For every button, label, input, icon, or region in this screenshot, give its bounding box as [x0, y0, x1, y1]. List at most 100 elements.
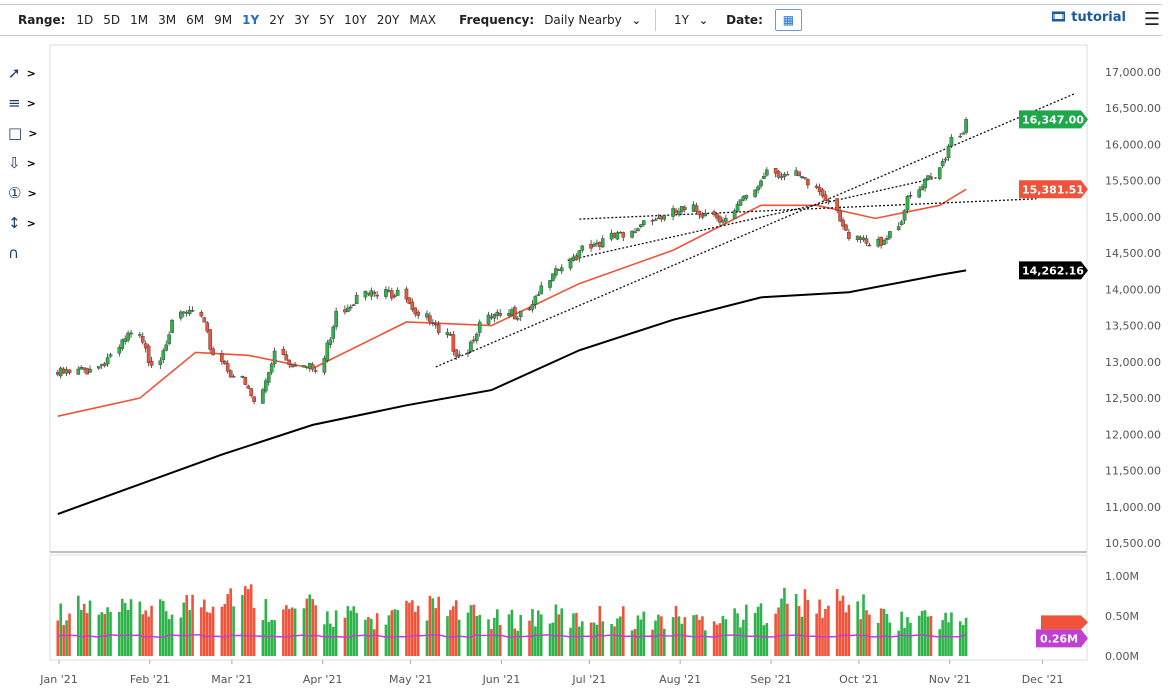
- candle: [691, 201, 696, 213]
- volume-bar: [680, 623, 684, 656]
- tutorial-link[interactable]: 🎞 tutorial: [1050, 10, 1126, 25]
- candle-body: [712, 211, 716, 216]
- volume-bar: [660, 616, 663, 656]
- numbered-marker-icon: ①: [8, 184, 22, 202]
- volume-bar: [65, 620, 68, 656]
- candle-body: [756, 186, 760, 191]
- range-1d[interactable]: 1D: [76, 13, 94, 27]
- volume-bar: [560, 608, 564, 656]
- candle-body: [776, 171, 781, 178]
- candle: [404, 286, 409, 303]
- candle-body: [598, 241, 602, 247]
- candle: [290, 364, 294, 368]
- range-1y[interactable]: 1Y: [242, 13, 260, 27]
- range-10y[interactable]: 10Y: [344, 13, 367, 27]
- candle-body: [533, 296, 538, 305]
- range-9m[interactable]: 9M: [214, 13, 233, 27]
- price-tick-label: 13,000.00: [1105, 356, 1161, 369]
- candle-body: [416, 311, 420, 316]
- volume-bar: [273, 620, 276, 656]
- range-buttons: 1D 5D 1M 3M 6M 9M 1Y 2Y 3Y 5Y 10Y 20Y MAX: [71, 13, 441, 27]
- candle-body: [826, 199, 831, 202]
- candle: [199, 310, 204, 318]
- candle: [334, 307, 338, 331]
- fib-tool-button[interactable]: ≡ >: [8, 88, 52, 118]
- marker-tool-button[interactable]: ① >: [8, 178, 52, 208]
- candle: [346, 304, 350, 313]
- shape-tool-button[interactable]: □ >: [8, 118, 52, 148]
- range-5d[interactable]: 5D: [103, 13, 121, 27]
- candle: [307, 362, 312, 372]
- x-tick-label: Mar '21: [211, 673, 252, 686]
- candle-body: [513, 307, 517, 320]
- candle-body: [451, 334, 456, 352]
- period-select[interactable]: 1Y ⌄: [674, 13, 708, 27]
- candle-body: [293, 365, 297, 367]
- candle-body: [721, 220, 725, 223]
- line-tool-button[interactable]: ➚ >: [8, 58, 52, 88]
- volume-bar: [510, 609, 514, 656]
- candle-body: [469, 341, 473, 352]
- volume-bar: [123, 603, 127, 656]
- candle-body: [243, 376, 248, 385]
- magnet-button[interactable]: ∩: [8, 238, 52, 268]
- candle: [920, 183, 924, 191]
- volume-bar: [897, 630, 900, 656]
- candle-body: [571, 256, 576, 261]
- candle-body: [530, 304, 535, 310]
- measure-tool-button[interactable]: ↕ >: [8, 208, 52, 238]
- range-3y[interactable]: 3Y: [294, 13, 310, 27]
- volume-bar: [405, 600, 408, 656]
- candle-body: [691, 204, 696, 212]
- candle-body: [363, 291, 368, 298]
- candle-body: [697, 210, 702, 216]
- hamburger-menu-icon[interactable]: ☰: [1143, 9, 1160, 30]
- candle: [589, 239, 593, 252]
- range-5y[interactable]: 5Y: [319, 13, 335, 27]
- candle-body: [732, 210, 737, 219]
- volume-bar: [202, 599, 206, 656]
- volume-bar: [800, 616, 804, 656]
- candle-body: [641, 220, 646, 225]
- range-2y[interactable]: 2Y: [269, 13, 285, 27]
- frequency-select[interactable]: Daily Nearby ⌄: [544, 13, 641, 27]
- candle: [431, 319, 435, 327]
- volume-bar: [589, 622, 593, 656]
- volume-bar: [944, 612, 947, 656]
- candle-body: [595, 242, 599, 245]
- candle-body: [621, 232, 626, 238]
- candle: [55, 369, 60, 377]
- candle: [738, 199, 743, 207]
- volume-bar: [59, 603, 63, 656]
- candle: [407, 297, 412, 305]
- volume-bar: [164, 611, 168, 656]
- trendline: [567, 176, 940, 262]
- candle-body: [518, 310, 523, 317]
- volume-bar: [387, 615, 391, 656]
- range-20y[interactable]: 20Y: [376, 13, 400, 27]
- volume-bar: [97, 614, 101, 656]
- range-3m[interactable]: 3M: [158, 13, 177, 27]
- candle-body: [334, 310, 338, 327]
- volume-bar: [454, 600, 458, 656]
- calendar-button[interactable]: ▦: [774, 9, 802, 31]
- volume-bar: [282, 609, 285, 656]
- candle: [138, 331, 142, 338]
- candle: [228, 369, 233, 378]
- candle-body: [85, 368, 89, 375]
- candle: [946, 143, 951, 162]
- candle-body: [445, 332, 450, 336]
- volume-bar: [780, 598, 783, 656]
- candle-body: [577, 250, 582, 259]
- range-6m[interactable]: 6M: [186, 13, 205, 27]
- candle: [225, 360, 230, 374]
- volume-bar: [285, 605, 288, 656]
- candle-body: [354, 294, 359, 304]
- volume-bar: [264, 599, 268, 656]
- range-max[interactable]: MAX: [409, 13, 437, 27]
- candle: [428, 312, 432, 326]
- volume-bar: [208, 612, 212, 656]
- arrow-tool-button[interactable]: ⇩ >: [8, 148, 52, 178]
- range-1m[interactable]: 1M: [130, 13, 149, 27]
